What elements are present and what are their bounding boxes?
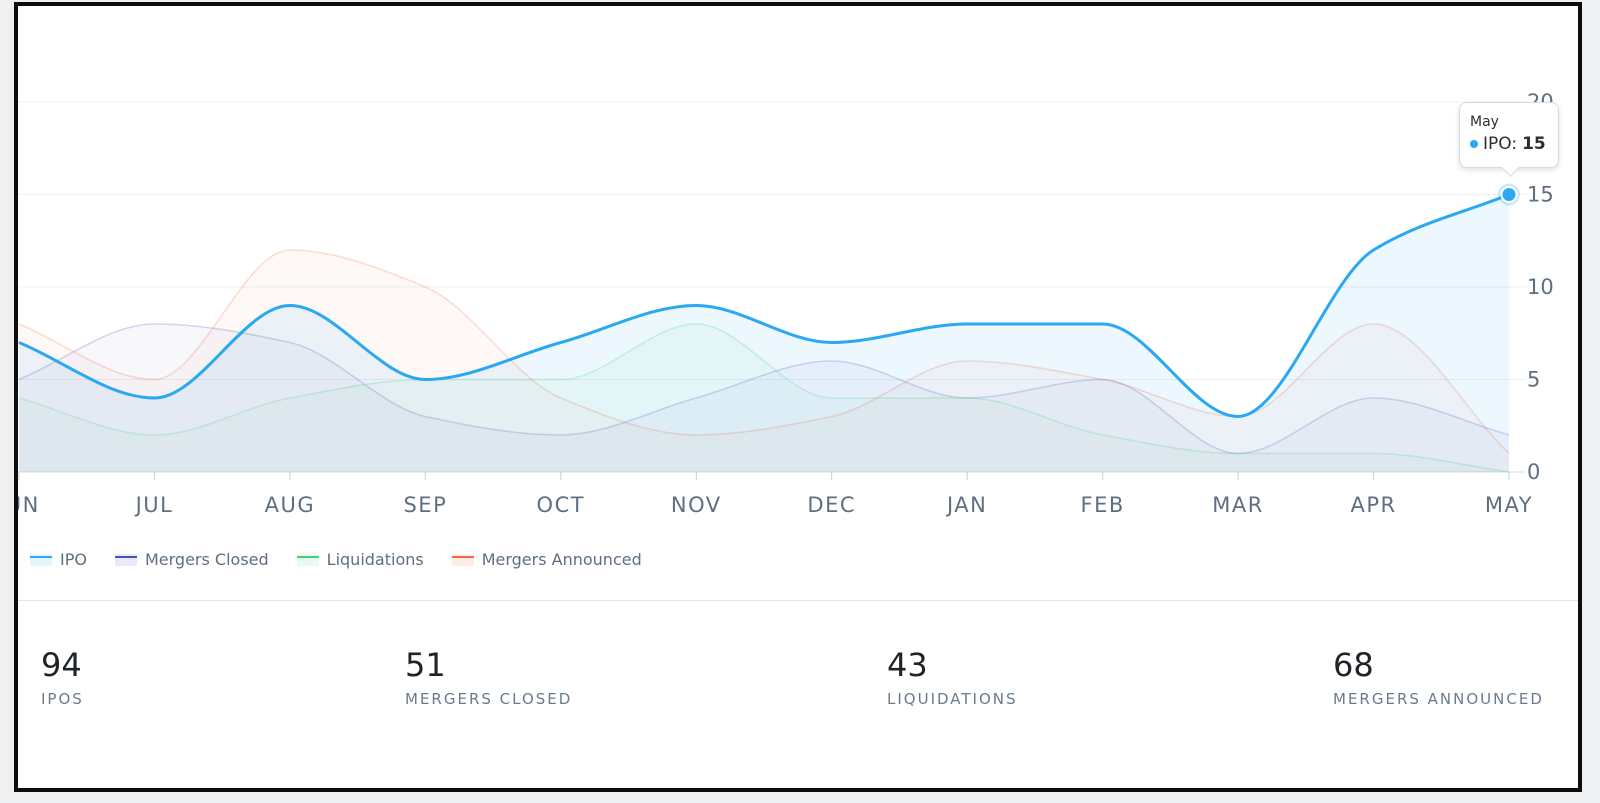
y-tick-label: 5 [1527, 368, 1540, 392]
tooltip-separator: : [1511, 134, 1518, 154]
series-line-ipo [18, 193, 1510, 419]
chart-legend: IPO Mergers Closed Liquidations Mergers … [30, 550, 642, 569]
stat-value-liquidations: 43 [887, 646, 928, 684]
active-data-point [1500, 186, 1518, 203]
stat-value-mergers-announced: 68 [1333, 646, 1374, 684]
area-chart: 05101520JUNJULAUGSEPOCTNOVDECJANFEBMARAP… [18, 90, 1554, 517]
x-tick-label: DEC [807, 493, 856, 517]
chart-card: 05101520JUNJULAUGSEPOCTNOVDECJANFEBMARAP… [14, 2, 1582, 792]
x-tick-label: APR [1350, 493, 1396, 517]
y-tick-label: 10 [1527, 275, 1554, 299]
legend-label-liquidations: Liquidations [326, 550, 424, 569]
x-tick-label: MAR [1212, 493, 1264, 517]
stats-row: 94 IPOS 51 MERGERS CLOSED 43 LIQUIDATION… [18, 646, 1578, 746]
y-tick-label: 15 [1527, 183, 1554, 207]
legend-item-mergers-announced[interactable]: Mergers Announced [451, 550, 642, 569]
area-mergers-closed [19, 324, 1509, 472]
stat-mergers-announced: 68 MERGERS ANNOUNCED [1333, 646, 1544, 708]
x-tick-label: JUL [134, 493, 174, 517]
stat-label-ipos: IPOS [41, 690, 84, 709]
stat-label-mergers-announced: MERGERS ANNOUNCED [1333, 690, 1544, 709]
legend-swatch-ipo [30, 553, 52, 566]
stat-mergers-closed: 51 MERGERS CLOSED [405, 646, 572, 708]
x-tick-label: MAY [1485, 493, 1533, 517]
legend-item-liquidations[interactable]: Liquidations [296, 550, 424, 569]
area-liquidations [19, 324, 1509, 472]
legend-swatch-mergers-closed [114, 553, 137, 566]
x-tick-label: OCT [537, 493, 586, 517]
area-ipo [19, 194, 1509, 472]
tooltip-series-name: IPO [1483, 134, 1512, 154]
series-line-liquidations [18, 323, 1510, 473]
stat-liquidations: 43 LIQUIDATIONS [887, 646, 1018, 708]
legend-swatch-liquidations [296, 553, 319, 566]
stat-value-ipos: 94 [41, 646, 82, 684]
y-gridlines [18, 101, 1526, 473]
x-tick-label: JUN [18, 493, 40, 517]
x-tick-label: SEP [403, 493, 447, 517]
tooltip-value: 15 [1522, 134, 1546, 154]
x-tick-label: NOV [671, 493, 722, 517]
x-tick-label: JAN [945, 493, 987, 517]
x-tick-label: FEB [1081, 493, 1125, 517]
series-line-mergers-announced [18, 249, 1510, 455]
tooltip-series-dot [1470, 140, 1478, 148]
legend-label-mergers-announced: Mergers Announced [481, 550, 642, 569]
x-tick-label: AUG [265, 493, 316, 517]
stat-value-mergers-closed: 51 [405, 646, 446, 684]
stat-label-mergers-closed: MERGERS CLOSED [405, 690, 573, 709]
series-line-mergers-closed [18, 323, 1510, 455]
stat-ipos: 94 IPOS [41, 646, 84, 708]
tooltip-title: May [1470, 114, 1499, 130]
chart-tooltip: May IPO: 15 [1459, 102, 1559, 168]
tooltip-row: IPO: 15 [1470, 134, 1548, 154]
legend-label-ipo: IPO [60, 550, 87, 569]
area-mergers-announced [19, 250, 1509, 472]
legend-item-ipo[interactable]: IPO [30, 550, 87, 569]
section-divider [18, 600, 1578, 601]
y-tick-label: 0 [1527, 460, 1540, 484]
legend-swatch-mergers-announced [451, 553, 474, 566]
stat-label-liquidations: LIQUIDATIONS [887, 690, 1018, 709]
legend-label-mergers-closed: Mergers Closed [144, 550, 269, 569]
legend-item-mergers-closed[interactable]: Mergers Closed [114, 550, 269, 569]
